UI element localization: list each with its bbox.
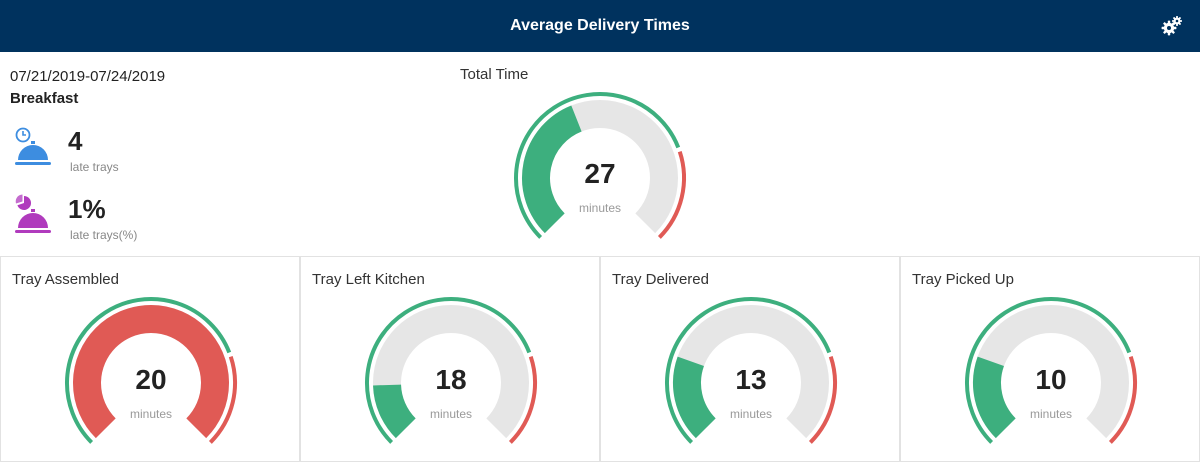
total-time-value: 27 [584, 158, 616, 189]
threshold-good-arc [965, 297, 1132, 444]
late-trays-value: 4 [68, 126, 83, 156]
threshold-good-arc [365, 297, 532, 444]
tray-delivered-gauge [665, 297, 837, 444]
threshold-bad-arc [508, 355, 537, 444]
meal-label: Breakfast [10, 90, 79, 107]
threshold-bad-arc [657, 150, 686, 239]
tray-picked-up-value: 10 [1035, 364, 1067, 395]
threshold-good-arc [665, 297, 832, 444]
tray-picked-up-gauge [965, 297, 1137, 444]
tray-left-kitchen-value: 18 [435, 364, 467, 395]
total-time-title: Total Time [460, 66, 529, 83]
gears-icon[interactable] [1161, 15, 1183, 37]
gauge-fill [373, 383, 417, 439]
tray-assembled-gauge [65, 297, 237, 444]
gauge-fill [673, 356, 717, 439]
late-trays-pct-stat: 1% late trays(%) [10, 194, 270, 250]
gauge-fill [973, 356, 1017, 439]
late-trays-pct-value: 1% [68, 194, 106, 224]
tray-assembled-value: 20 [135, 364, 167, 395]
threshold-good-arc [65, 297, 232, 444]
threshold-bad-arc [808, 355, 837, 444]
clock-cloche-icon [15, 127, 51, 165]
tray-delivered-panel: Tray Delivered 13 minutes [600, 256, 900, 462]
header-bar: Average Delivery Times [0, 0, 1200, 52]
threshold-bad-arc [208, 355, 237, 444]
late-trays-label: late trays [70, 160, 119, 174]
date-range: 07/21/2019-07/24/2019 [10, 68, 166, 85]
tray-picked-up-panel: Tray Picked Up 10 minutes [900, 256, 1200, 462]
tray-left-kitchen-unit: minutes [429, 407, 473, 421]
threshold-good-arc [514, 92, 681, 239]
tray-left-kitchen-title: Tray Left Kitchen [312, 271, 425, 288]
tray-delivered-title: Tray Delivered [612, 271, 709, 288]
tray-picked-up-title: Tray Picked Up [912, 271, 1014, 288]
gauge-fill [73, 305, 229, 439]
summary-section: 07/21/2019-07/24/2019 Breakfast 4 late t… [10, 66, 430, 256]
total-time-gauge [514, 92, 686, 239]
pie-cloche-icon [15, 194, 51, 233]
tray-assembled-panel: Tray Assembled 20 minutes [0, 256, 300, 462]
tray-assembled-unit: minutes [129, 407, 173, 421]
tray-left-kitchen-gauge [365, 297, 537, 444]
page-title: Average Delivery Times [510, 17, 690, 34]
threshold-bad-arc [1108, 355, 1137, 444]
tray-assembled-title: Tray Assembled [12, 271, 119, 288]
tray-left-kitchen-panel: Tray Left Kitchen 18 minutes [300, 256, 600, 462]
tray-delivered-value: 13 [735, 364, 767, 395]
total-time-unit: minutes [578, 201, 622, 215]
gauge-fill [522, 105, 583, 234]
late-trays-pct-label: late trays(%) [70, 228, 138, 242]
tray-picked-up-unit: minutes [1029, 407, 1073, 421]
tray-delivered-unit: minutes [729, 407, 773, 421]
late-trays-stat: 4 late trays [10, 126, 270, 182]
